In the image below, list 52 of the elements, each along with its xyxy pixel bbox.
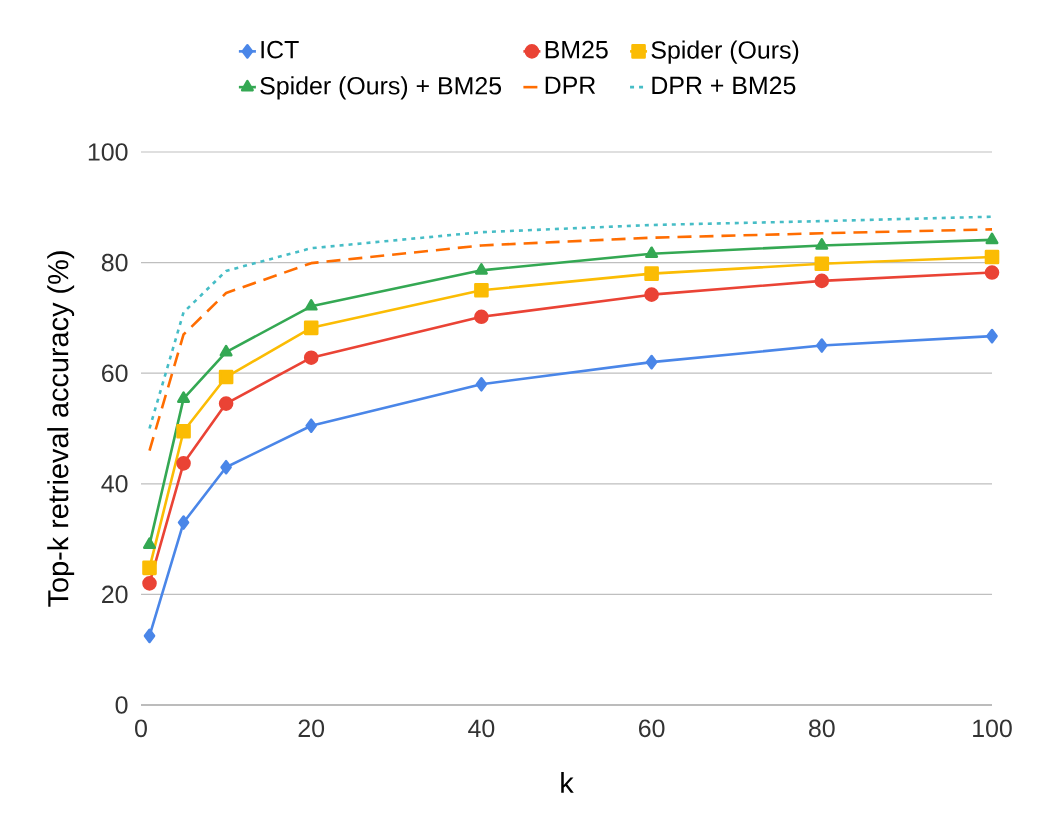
point (645, 246, 659, 259)
point (177, 515, 190, 530)
x-axis-title: k (561, 771, 574, 793)
point (142, 560, 157, 576)
point (143, 628, 156, 644)
point (220, 459, 232, 475)
y-tick-label: 60 (102, 364, 128, 383)
legend-label: ICT (261, 40, 299, 59)
x-tick-label: 60 (639, 719, 665, 738)
y-axis-title: Top-k retrieval accuracy (%) (47, 251, 75, 607)
point (474, 309, 489, 325)
y-tick-label: 40 (101, 474, 128, 493)
x-tick-label: 0 (135, 719, 147, 738)
legend-label: Spider (Ours) + BM25 (260, 76, 502, 100)
x-tick-label: 100 (973, 719, 1012, 738)
point (143, 537, 157, 549)
point (984, 249, 1000, 265)
point (303, 350, 319, 366)
point (474, 282, 489, 298)
legend-label: DPR + BM25 (652, 76, 796, 95)
point (986, 328, 998, 344)
legend-label: BM25 (545, 40, 608, 59)
point (176, 456, 191, 471)
point (303, 320, 319, 336)
x-tick-label: 80 (809, 719, 835, 738)
x-tick-label: 20 (298, 719, 325, 738)
point (984, 265, 1000, 280)
y-tick-label: 100 (88, 143, 128, 161)
legend-label: Spider (Ours) (651, 40, 799, 64)
point (644, 287, 659, 302)
point (474, 263, 488, 275)
point (645, 354, 658, 370)
point (177, 391, 191, 403)
y-tick-label: 80 (101, 253, 128, 272)
point (176, 423, 191, 439)
point (219, 344, 233, 357)
point (142, 576, 157, 591)
point (815, 238, 829, 250)
x-tick-label: 40 (468, 719, 495, 738)
point (218, 396, 234, 411)
point (816, 338, 828, 353)
legend-label: DPR (545, 76, 596, 94)
y-tick-label: 0 (115, 696, 128, 714)
point (305, 418, 317, 434)
point (985, 232, 999, 245)
point (814, 256, 830, 271)
point (644, 266, 659, 281)
y-tick-label: 20 (102, 585, 128, 604)
point (475, 376, 488, 392)
point (814, 273, 830, 289)
point (304, 298, 318, 311)
point (218, 369, 234, 385)
